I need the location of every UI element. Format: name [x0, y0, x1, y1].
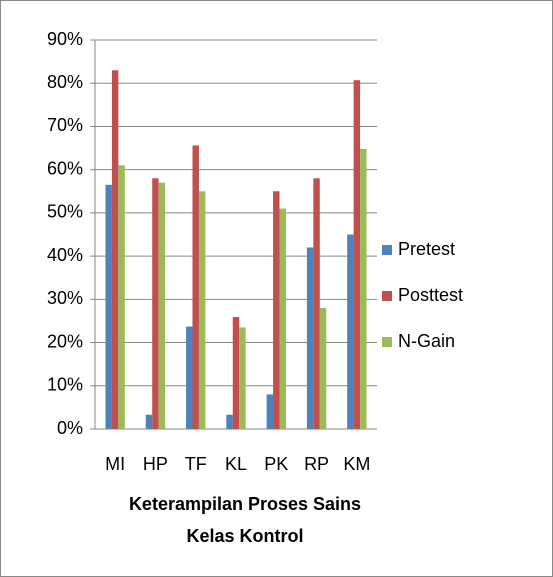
y-tick-label: 70% [47, 115, 83, 135]
y-tick-label: 40% [47, 245, 83, 265]
legend-swatch [382, 337, 392, 347]
legend-label: Posttest [398, 285, 463, 305]
legend-swatch [382, 245, 392, 255]
y-tick-label: 90% [47, 29, 83, 49]
bar [319, 307, 327, 429]
x-tick-label: KL [225, 454, 247, 474]
x-tick-label: PK [264, 454, 288, 474]
bar [118, 165, 125, 429]
x-tick-label: RP [304, 454, 329, 474]
bar [273, 191, 280, 429]
bar [111, 70, 119, 429]
bar [232, 317, 240, 429]
bar [158, 182, 166, 429]
y-tick-label: 30% [47, 288, 83, 308]
bar [192, 145, 199, 429]
bar [306, 247, 314, 429]
x-tick-label: KM [343, 454, 370, 474]
bar [279, 208, 286, 429]
y-tick-label: 10% [47, 375, 83, 395]
bar [152, 178, 159, 429]
bar [347, 234, 354, 429]
bar [105, 184, 112, 429]
bar [198, 191, 206, 429]
legend-label: Pretest [398, 239, 455, 259]
y-tick-label: 80% [47, 72, 83, 92]
y-tick-label: 0% [57, 418, 83, 438]
chart-title: Keterampilan Proses Sains Kelas Kontrol [128, 494, 362, 546]
bar [145, 414, 153, 429]
y-tick-label: 20% [47, 331, 83, 351]
x-tick-label: TF [185, 454, 207, 474]
bar [226, 414, 233, 429]
bar [313, 178, 320, 429]
bar [353, 80, 361, 430]
x-tick-label: HP [143, 454, 168, 474]
bar [239, 327, 246, 429]
x-tick-label: MI [105, 454, 125, 474]
bar [360, 148, 367, 430]
bar [186, 326, 193, 429]
bar [266, 394, 274, 429]
legend-label: N-Gain [398, 331, 455, 351]
y-tick-label: 60% [47, 158, 83, 178]
legend-swatch [382, 291, 392, 301]
y-tick-label: 50% [47, 202, 83, 222]
